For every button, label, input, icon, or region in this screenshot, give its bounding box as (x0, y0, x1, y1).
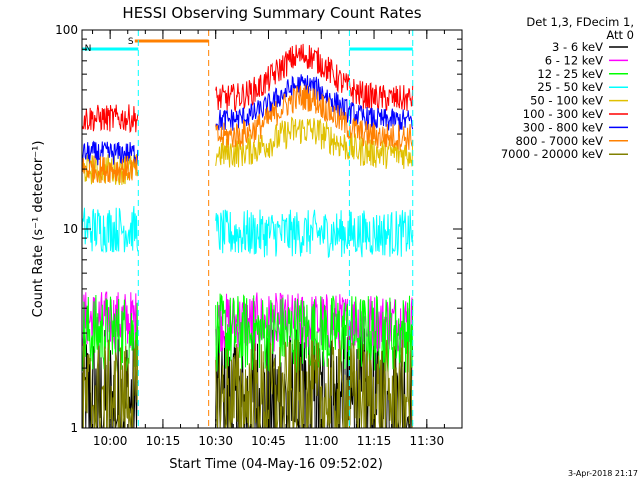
legend-label: 50 - 100 keV (530, 94, 603, 108)
x-axis-label: Start Time (04-May-16 09:52:02) (169, 457, 383, 472)
flag-label: S (128, 37, 134, 47)
marker-lines (137, 30, 414, 428)
chart-title: HESSI Observing Summary Count Rates (122, 4, 421, 22)
data-series (82, 43, 414, 428)
legend-header-line2: Att 0 (606, 28, 634, 42)
x-tick-label: 11:15 (357, 434, 392, 448)
legend-label: 3 - 6 keV (552, 40, 603, 54)
legend-label: 12 - 25 keV (537, 67, 603, 81)
x-tick-label: 10:00 (93, 434, 128, 448)
y-tick-label: 1 (70, 421, 78, 435)
series-line (82, 104, 139, 134)
series-line (215, 209, 414, 259)
series-line (215, 74, 414, 132)
series-line (82, 155, 139, 183)
flag-label: N (85, 44, 92, 54)
x-axis: 10:00 10:15 10:30 10:45 11:00 11:15 11:30 (92, 30, 445, 448)
x-tick-label: 10:30 (198, 434, 233, 448)
y-tick-label: 100 (55, 23, 78, 37)
x-tick-label: 10:45 (251, 434, 286, 448)
series-line (82, 140, 139, 166)
flag-bars: SN (82, 37, 413, 54)
y-tick-label: 10 (63, 222, 78, 236)
series-line (215, 43, 414, 113)
legend-header-line1: Det 1,3, FDecim 1, (526, 15, 634, 29)
series-line (82, 339, 139, 428)
legend-label: 6 - 12 keV (545, 53, 603, 67)
legend-label: 300 - 800 keV (523, 120, 603, 134)
legend-label: 100 - 300 keV (523, 107, 603, 121)
legend-label: 800 - 7000 keV (515, 134, 603, 148)
legend-label: 25 - 50 keV (537, 80, 603, 94)
timestamp: 3-Apr-2018 21:17 (568, 469, 638, 478)
y-axis-label: Count Rate (s⁻¹ detector⁻¹) (31, 141, 46, 318)
series-line (215, 116, 414, 169)
x-tick-label: 11:00 (304, 434, 339, 448)
series-line (215, 84, 414, 151)
series-line (82, 205, 139, 253)
legend-label: 7000 - 20000 keV (501, 147, 603, 161)
x-tick-label: 11:30 (410, 434, 445, 448)
y-axis: 1 10 100 (55, 23, 462, 435)
series-line (215, 339, 414, 428)
x-tick-label: 10:15 (146, 434, 181, 448)
